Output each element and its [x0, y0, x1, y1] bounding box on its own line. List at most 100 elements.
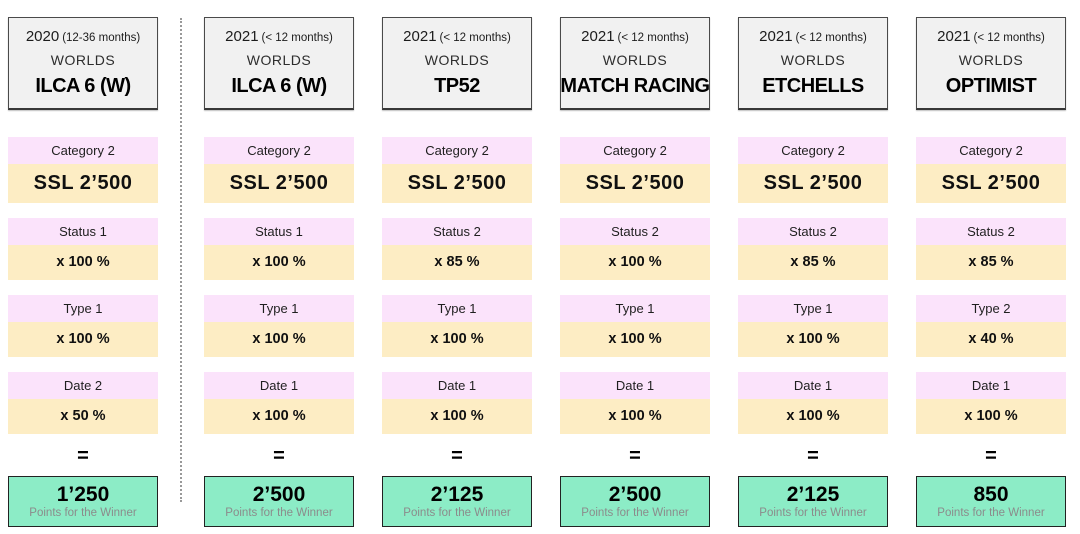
factor-value: SSL 2’500 — [916, 164, 1066, 203]
factor-label: Type 1 — [8, 295, 158, 322]
result-points: 2’500 — [608, 482, 662, 506]
event-age-window: (< 12 months) — [617, 32, 689, 44]
factor-label: Status 1 — [204, 218, 354, 245]
factor-value: x 100 % — [204, 322, 354, 357]
event-column-tp52: 2021 (< 12 months) WORLDS TP52 Category 2… — [382, 0, 532, 527]
factor-label: Status 2 — [560, 218, 710, 245]
factor-value: x 100 % — [204, 399, 354, 434]
event-name: MATCH RACING — [560, 75, 710, 97]
factor-category: Category 2 SSL 2’500 — [738, 137, 888, 203]
result-points: 850 — [973, 482, 1009, 506]
factor-category: Category 2 SSL 2’500 — [382, 137, 532, 203]
equals-sign: = — [807, 445, 819, 467]
factor-label: Status 2 — [916, 218, 1066, 245]
event-column-etchells: 2021 (< 12 months) WORLDS ETCHELLS Catego… — [738, 0, 888, 527]
result-caption: Points for the Winner — [759, 507, 867, 520]
event-header: 2021 (< 12 months) WORLDS ETCHELLS — [738, 17, 888, 110]
factor-date: Date 1 x 100 % — [560, 372, 710, 434]
event-year: 2021 — [225, 28, 259, 45]
factor-type: Type 1 x 100 % — [8, 295, 158, 357]
factor-value: x 100 % — [382, 322, 532, 357]
factor-label: Status 1 — [8, 218, 158, 245]
event-series: WORLDS — [602, 52, 668, 68]
factor-value: SSL 2’500 — [560, 164, 710, 203]
factor-status: Status 2 x 85 % — [738, 218, 888, 280]
factor-label: Type 1 — [382, 295, 532, 322]
factor-label: Date 2 — [8, 372, 158, 399]
factor-label: Type 1 — [738, 295, 888, 322]
factor-label: Type 2 — [916, 295, 1066, 322]
event-year-line: 2021 (< 12 months) — [581, 28, 689, 45]
event-name: ETCHELLS — [762, 75, 864, 97]
event-year: 2021 — [759, 28, 793, 45]
event-series: WORLDS — [958, 52, 1024, 68]
event-name: OPTIMIST — [945, 75, 1037, 97]
event-name: ILCA 6 (W) — [35, 75, 131, 97]
factor-value: x 85 % — [738, 245, 888, 280]
event-year-line: 2021 (< 12 months) — [225, 28, 333, 45]
result-box: 2’500 Points for the Winner — [204, 476, 354, 527]
event-year: 2021 — [937, 28, 971, 45]
factor-label: Category 2 — [204, 137, 354, 164]
result-caption: Points for the Winner — [581, 507, 689, 520]
event-year: 2020 — [25, 28, 60, 45]
equals-sign: = — [985, 445, 997, 467]
event-age-window: (< 12 months) — [261, 32, 333, 44]
factor-type: Type 1 x 100 % — [204, 295, 354, 357]
factor-label: Category 2 — [560, 137, 710, 164]
factor-value: x 85 % — [916, 245, 1066, 280]
factor-value: x 100 % — [738, 399, 888, 434]
factor-value: x 85 % — [382, 245, 532, 280]
event-series: WORLDS — [246, 52, 312, 68]
factor-date: Date 1 x 100 % — [382, 372, 532, 434]
event-header: 2021 (< 12 months) WORLDS TP52 — [382, 17, 532, 110]
factor-label: Category 2 — [738, 137, 888, 164]
factor-date: Date 2 x 50 % — [8, 372, 158, 434]
factor-label: Date 1 — [382, 372, 532, 399]
equals-sign: = — [273, 445, 285, 467]
factor-type: Type 1 x 100 % — [382, 295, 532, 357]
event-year-line: 2021 (< 12 months) — [403, 28, 511, 45]
factor-value: x 100 % — [560, 399, 710, 434]
factor-value: x 100 % — [204, 245, 354, 280]
event-column-match-racing: 2021 (< 12 months) WORLDS MATCH RACING Ca… — [560, 0, 710, 527]
factor-label: Category 2 — [8, 137, 158, 164]
factor-category: Category 2 SSL 2’500 — [8, 137, 158, 203]
factor-status: Status 2 x 85 % — [382, 218, 532, 280]
event-year: 2021 — [403, 28, 437, 45]
factor-type: Type 2 x 40 % — [916, 295, 1066, 357]
result-points: 2’125 — [430, 482, 484, 506]
factor-date: Date 1 x 100 % — [738, 372, 888, 434]
factor-value: SSL 2’500 — [204, 164, 354, 203]
factor-label: Status 2 — [382, 218, 532, 245]
factor-value: x 100 % — [560, 322, 710, 357]
factor-value: x 100 % — [8, 322, 158, 357]
factor-status: Status 1 x 100 % — [8, 218, 158, 280]
result-box: 2’500 Points for the Winner — [560, 476, 710, 527]
event-age-window: (< 12 months) — [795, 32, 867, 44]
factor-date: Date 1 x 100 % — [916, 372, 1066, 434]
result-box: 2’125 Points for the Winner — [738, 476, 888, 527]
result-points: 2’500 — [252, 482, 306, 506]
result-box: 850 Points for the Winner — [916, 476, 1066, 527]
event-column-ilca6w-2020: 2020 (12-36 months) WORLDS ILCA 6 (W) Cat… — [8, 0, 158, 527]
factor-date: Date 1 x 100 % — [204, 372, 354, 434]
period-divider-line — [180, 18, 182, 502]
event-year-line: 2021 (< 12 months) — [759, 28, 867, 45]
factor-value: x 100 % — [560, 245, 710, 280]
result-points: 2’125 — [786, 482, 840, 506]
result-caption: Points for the Winner — [225, 507, 333, 520]
event-age-window: (< 12 months) — [439, 32, 511, 44]
factor-value: x 100 % — [8, 245, 158, 280]
result-box: 1’250 Points for the Winner — [8, 476, 158, 527]
factor-value: x 100 % — [382, 399, 532, 434]
factor-status: Status 1 x 100 % — [204, 218, 354, 280]
factor-label: Status 2 — [738, 218, 888, 245]
factor-status: Status 2 x 85 % — [916, 218, 1066, 280]
event-age-window: (< 12 months) — [973, 32, 1045, 44]
result-caption: Points for the Winner — [937, 507, 1045, 520]
factor-category: Category 2 SSL 2’500 — [204, 137, 354, 203]
event-name: ILCA 6 (W) — [231, 75, 327, 97]
equals-sign: = — [77, 445, 89, 467]
